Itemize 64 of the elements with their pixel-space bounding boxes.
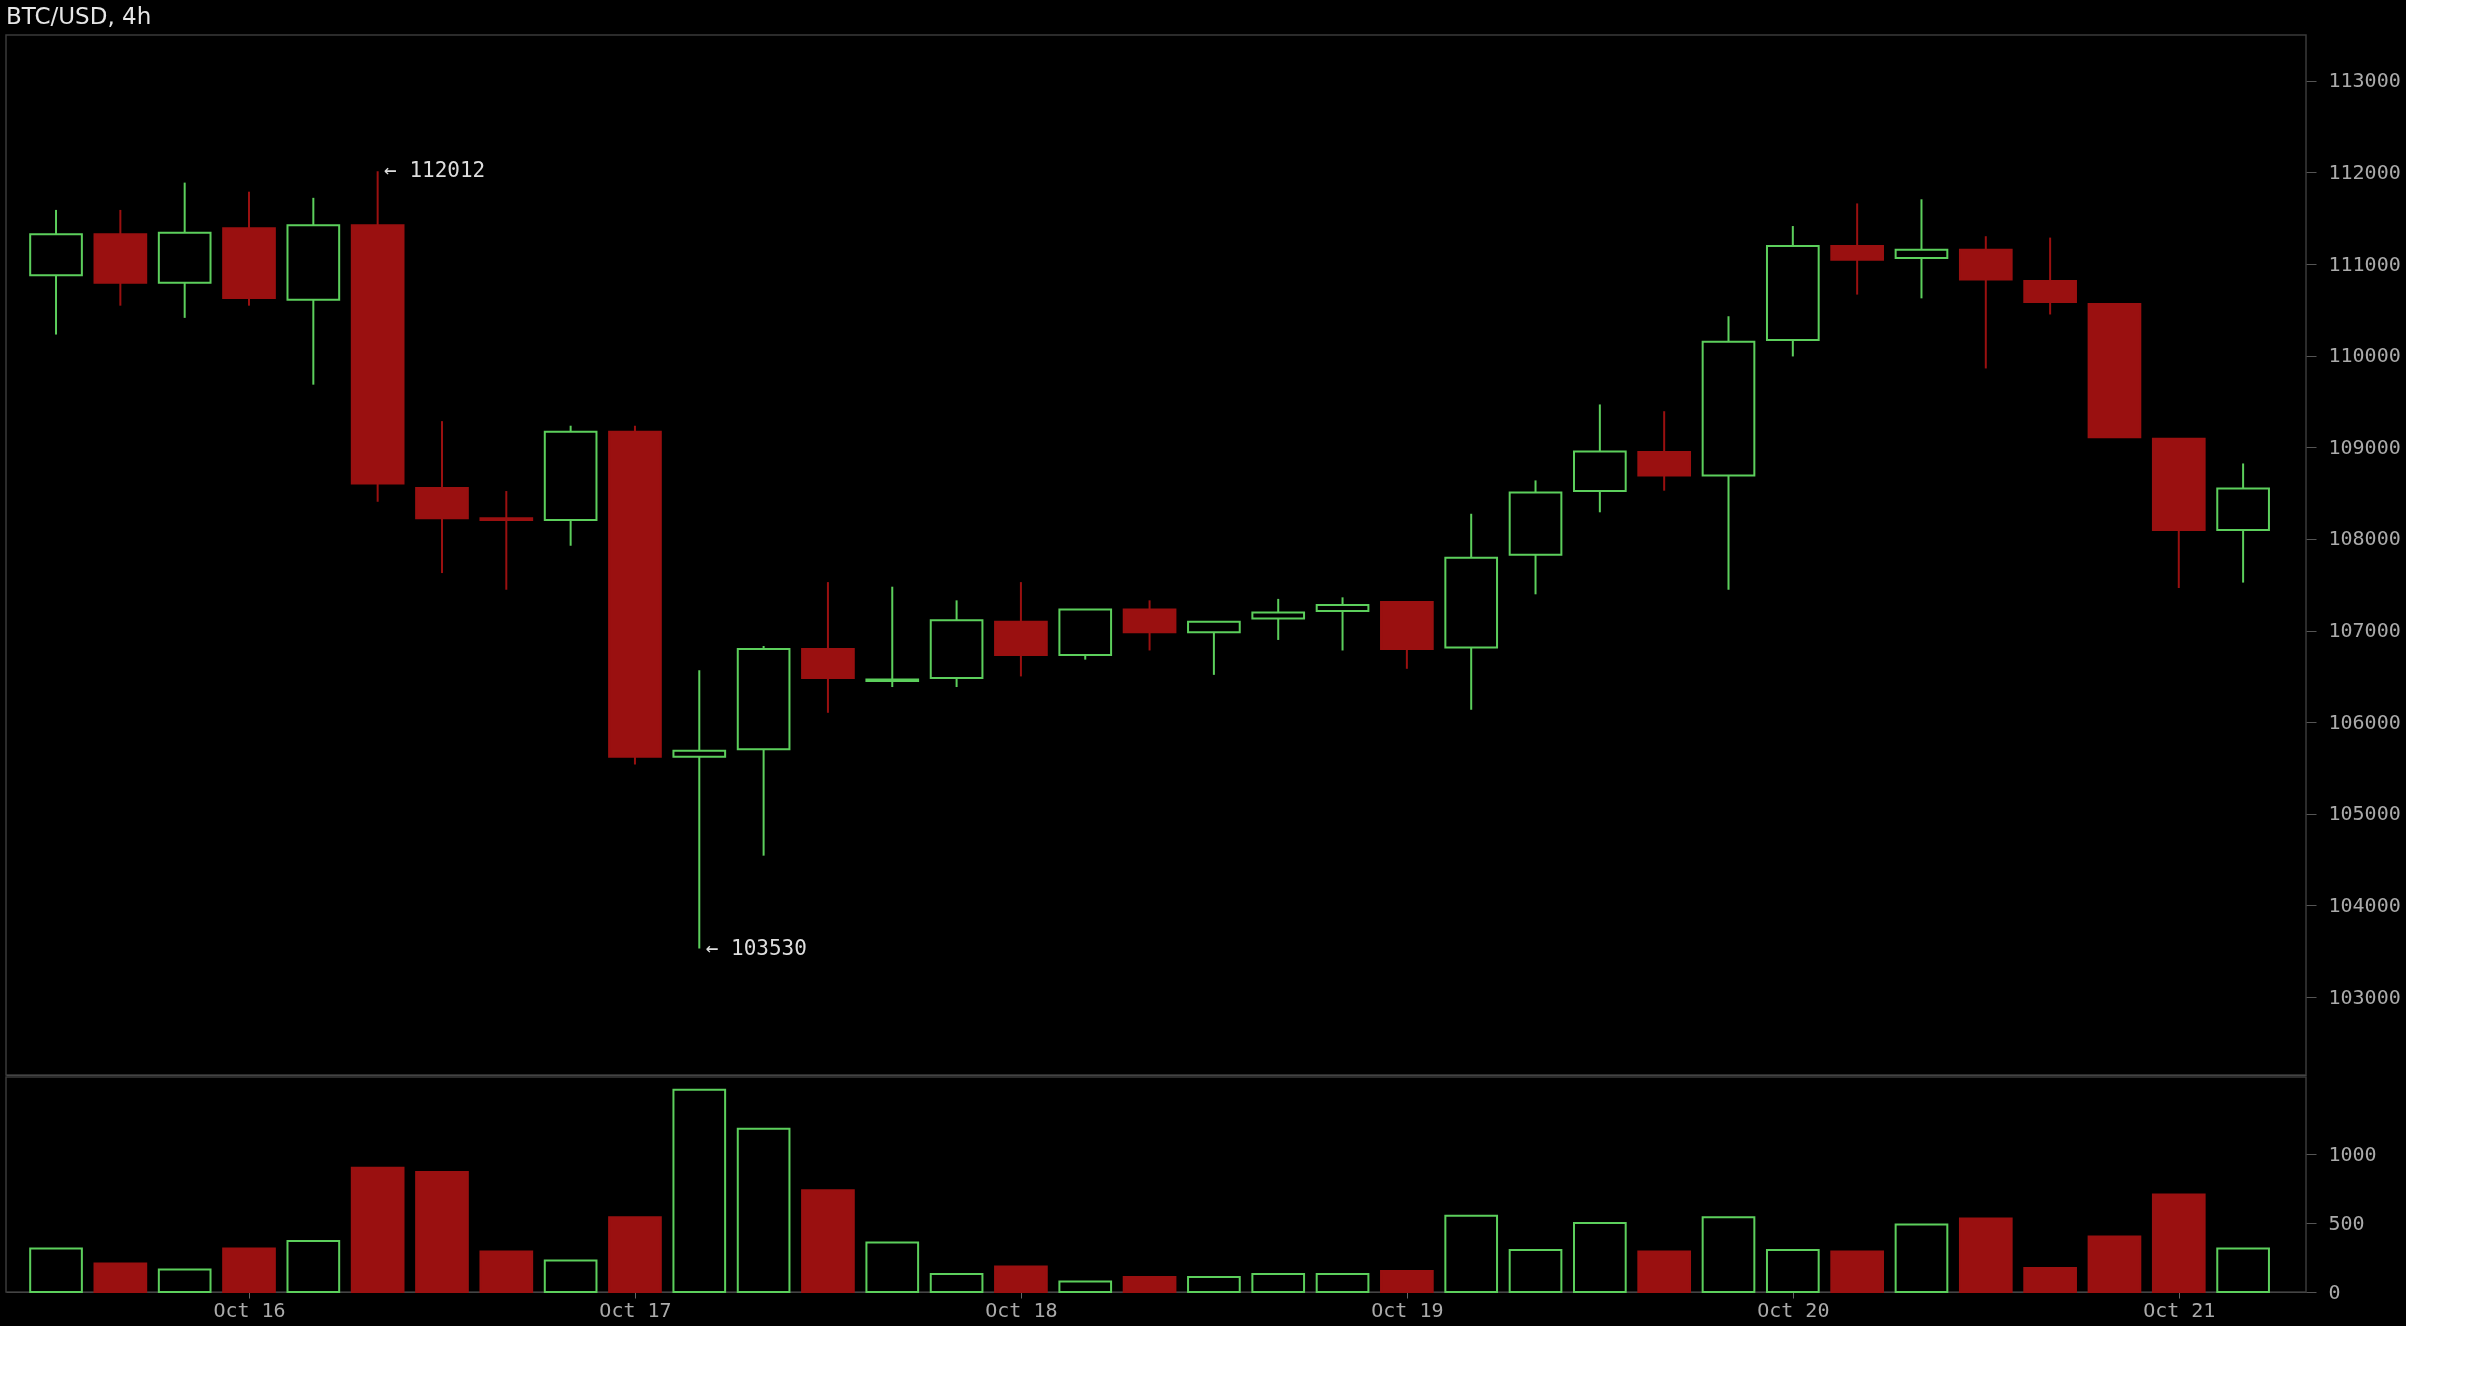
bar	[608, 1216, 662, 1293]
bar	[93, 1262, 148, 1293]
bar	[801, 1189, 855, 1293]
x-tick-label: Oct 19	[1371, 1297, 1444, 1322]
bar	[1444, 1214, 1499, 1293]
y-tick-label: 500	[2328, 1210, 2365, 1235]
bar	[1637, 1250, 1692, 1293]
bar	[2087, 1235, 2142, 1293]
y-tick-label: 105000	[2328, 801, 2401, 826]
y-tick-label: 107000	[2328, 618, 2401, 643]
y-tick-label: 110000	[2328, 343, 2401, 368]
bar	[2216, 1247, 2270, 1293]
bar	[2151, 1193, 2206, 1293]
candlestick	[865, 585, 920, 689]
y-tick-label: 0	[2328, 1279, 2341, 1304]
bar	[1187, 1275, 1241, 1293]
bar	[2023, 1267, 2077, 1293]
annotation: ← 112012	[384, 158, 486, 183]
bar	[157, 1268, 212, 1293]
candlestick	[1251, 597, 1306, 641]
bar	[1701, 1216, 1756, 1293]
bar	[1058, 1280, 1113, 1293]
bar	[1508, 1249, 1563, 1293]
y-tick-label: 1000	[2328, 1141, 2377, 1166]
bar	[1573, 1222, 1627, 1293]
y-tick-label: 104000	[2328, 892, 2401, 917]
y-tick-label: 113000	[2328, 68, 2401, 93]
bar	[672, 1088, 727, 1293]
x-tick-label: Oct 18	[985, 1297, 1058, 1322]
x-tick-label: Oct 16	[213, 1297, 286, 1322]
annotation: ← 103530	[705, 935, 807, 960]
bar	[736, 1127, 791, 1293]
y-tick-label: 112000	[2328, 159, 2401, 184]
bar	[286, 1240, 341, 1293]
y-tick-label: 106000	[2328, 709, 2401, 734]
bar	[1830, 1250, 1884, 1293]
bar	[1315, 1273, 1370, 1293]
bar	[479, 1250, 534, 1293]
bar	[1765, 1249, 1820, 1293]
bar	[1380, 1270, 1434, 1293]
bar	[222, 1247, 276, 1293]
chart-title: BTC/USD, 4h	[6, 3, 152, 29]
bar	[543, 1259, 598, 1293]
candlestick	[1894, 198, 1949, 300]
bar	[865, 1241, 920, 1293]
y-tick-label: 109000	[2328, 434, 2401, 459]
bar	[1251, 1273, 1306, 1293]
bar	[29, 1247, 83, 1293]
bar	[929, 1273, 984, 1293]
bar	[415, 1171, 469, 1293]
candlestick	[1830, 202, 1884, 296]
x-tick-label: Oct 20	[1757, 1297, 1830, 1322]
bar	[1958, 1217, 2013, 1293]
x-tick-label: Oct 17	[599, 1297, 672, 1322]
y-tick-label: 108000	[2328, 526, 2401, 551]
x-tick-label: Oct 21	[2143, 1297, 2216, 1322]
bar	[994, 1265, 1048, 1293]
bar	[350, 1166, 405, 1293]
candlestick	[1315, 596, 1370, 652]
bar	[1894, 1223, 1949, 1293]
y-tick-label: 103000	[2328, 984, 2401, 1009]
candlestick	[479, 490, 534, 591]
bar	[1122, 1275, 1177, 1293]
y-tick-label: 111000	[2328, 251, 2401, 276]
